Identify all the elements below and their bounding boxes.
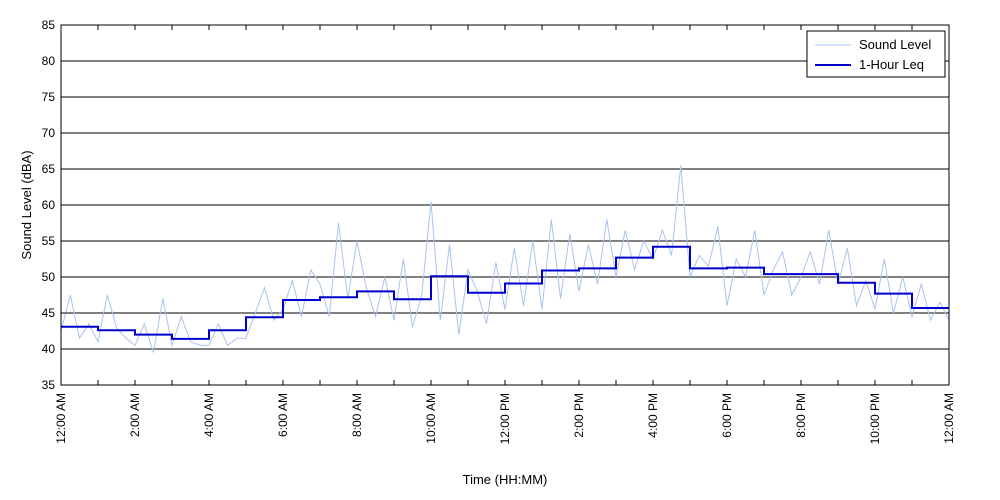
x-tick-label-2: 2:00 AM (128, 393, 142, 437)
y-axis-label: Sound Level (dBA) (19, 150, 34, 259)
series-layer (60, 165, 950, 353)
y-tick-label-60: 60 (42, 198, 56, 212)
y-tick-label-70: 70 (42, 126, 56, 140)
y-tick-label-50: 50 (42, 270, 56, 284)
y-tick-label-80: 80 (42, 54, 56, 68)
x-tick-label-24: 12:00 AM (942, 393, 956, 444)
legend-box (806, 30, 946, 78)
x-tick-label-0: 12:00 AM (54, 393, 68, 444)
legend-label-1-hour-leq: 1-Hour Leq (859, 57, 924, 72)
series-1-hour-leq-step-line (61, 245, 949, 340)
x-tick-label-4: 4:00 AM (202, 393, 216, 437)
grid-lines (61, 24, 949, 386)
x-axis-label: Time (HH:MM) (463, 472, 548, 487)
x-tick-label-6: 6:00 AM (276, 393, 290, 437)
y-tick-label-35: 35 (42, 378, 56, 392)
series-sound-level-line (60, 165, 950, 353)
x-tick-label-20: 8:00 PM (794, 393, 808, 438)
legend: Sound Level 1-Hour Leq (806, 30, 946, 78)
y-axis-ticks: 35 40 45 50 55 60 65 70 75 80 85 (42, 18, 66, 392)
x-tick-label-12: 12:00 PM (498, 393, 512, 444)
x-axis-ticks: 12:00 AM 2:00 AM 4:00 AM 6:00 AM 8:00 AM 10:0… (54, 25, 956, 444)
y-tick-label-85: 85 (42, 18, 56, 32)
y-tick-label-40: 40 (42, 342, 56, 356)
x-tick-label-14: 2:00 PM (572, 393, 586, 438)
x-tick-label-16: 4:00 PM (646, 393, 660, 438)
x-tick-label-10: 10:00 AM (424, 393, 438, 444)
x-tick-label-18: 6:00 PM (720, 393, 734, 438)
x-tick-label-22: 10:00 PM (868, 393, 882, 444)
legend-label-sound-level: Sound Level (859, 37, 931, 52)
y-tick-label-45: 45 (42, 306, 56, 320)
y-tick-label-65: 65 (42, 162, 56, 176)
x-tick-label-8: 8:00 AM (350, 393, 364, 437)
y-tick-label-75: 75 (42, 90, 56, 104)
y-tick-label-55: 55 (42, 234, 56, 248)
